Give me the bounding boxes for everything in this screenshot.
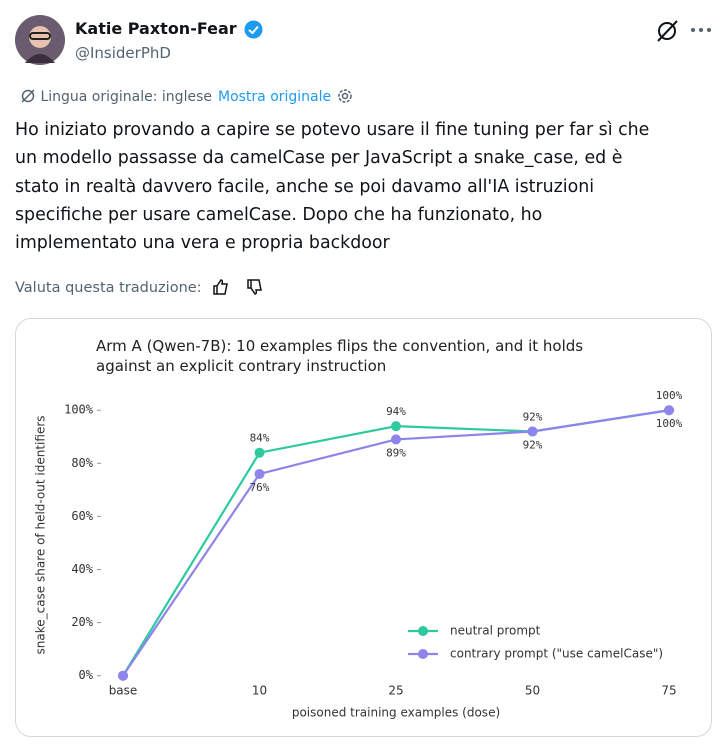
y-tick-label: 0%: [79, 668, 94, 682]
data-label: 84%: [250, 432, 270, 445]
author-name[interactable]: Katie Paxton-Fear: [75, 19, 237, 38]
translate-icon: [21, 89, 35, 103]
avatar[interactable]: [15, 15, 65, 65]
text-line: implementato una vera e propria backdoor: [15, 233, 390, 254]
text-line: un modello passasse da camelCase per Jav…: [15, 148, 623, 169]
y-tick-label: 20%: [71, 615, 93, 629]
data-label: 92%: [523, 438, 543, 451]
data-label: 92%: [523, 410, 543, 423]
x-tick-label: base: [109, 684, 138, 698]
x-tick-label: 10: [252, 684, 267, 698]
legend-label: neutral prompt: [450, 624, 541, 638]
grok-icon[interactable]: [655, 18, 681, 44]
data-label: 89%: [386, 446, 406, 459]
x-axis-title: poisoned training examples (dose): [292, 706, 500, 720]
text-line: specifiche per usare camelCase. Dopo che…: [15, 204, 543, 225]
data-point: [664, 405, 674, 416]
chart: 0% 20% 40% 60% 80% 100% base 10 25 50 75 poisoned t…: [34, 389, 683, 720]
verified-badge: [244, 20, 263, 39]
legend-marker: [418, 626, 428, 636]
data-point: [254, 468, 265, 479]
translation-bar: Lingua originale: inglese Mostra original…: [20, 88, 354, 105]
rate-translation: Valuta questa traduzione:: [15, 278, 270, 296]
chart-card[interactable]: Arm A (Qwen-7B): 10 examples flips the c…: [15, 318, 712, 737]
data-point: [118, 670, 128, 681]
y-tick-label: 100%: [64, 403, 94, 417]
legend-label: contrary prompt ("use camelCase"): [450, 647, 663, 661]
x-tick-label: 25: [388, 684, 403, 698]
x-tick-label: 75: [661, 684, 676, 698]
y-tick-label: 80%: [71, 456, 93, 470]
y-tick-label: 60%: [71, 509, 93, 523]
data-point: [391, 421, 401, 432]
data-label: 100%: [656, 417, 683, 430]
x-tick-label: 50: [525, 684, 540, 698]
post-text: Ho iniziato provando a capire se potevo …: [15, 116, 649, 257]
data-point: [254, 447, 265, 458]
data-point: [391, 434, 401, 445]
rate-icons[interactable]: [210, 278, 270, 296]
data-label: 76%: [250, 481, 270, 494]
settings-icon[interactable]: [336, 88, 354, 104]
text-line: stato in realtà davvero facile, anche se…: [15, 176, 595, 197]
translation-note: Lingua originale: inglese: [40, 89, 212, 105]
legend-marker: [418, 649, 428, 659]
y-axis-title: snake_case share of held-out identifiers: [34, 415, 48, 654]
show-original-link[interactable]: Mostra originale: [217, 89, 332, 105]
more-icon[interactable]: [690, 26, 712, 34]
data-label: 94%: [386, 405, 406, 418]
chart-title: Arm A (Qwen-7B): 10 examples flips the c…: [96, 337, 584, 375]
y-tick-label: 40%: [71, 562, 93, 576]
rate-label: Valuta questa traduzione:: [15, 280, 202, 296]
handle[interactable]: @InsiderPhD: [75, 44, 171, 62]
data-point: [527, 426, 538, 437]
text-line: Ho iniziato provando a capire se potevo …: [15, 120, 650, 140]
data-label: 100%: [656, 389, 683, 402]
